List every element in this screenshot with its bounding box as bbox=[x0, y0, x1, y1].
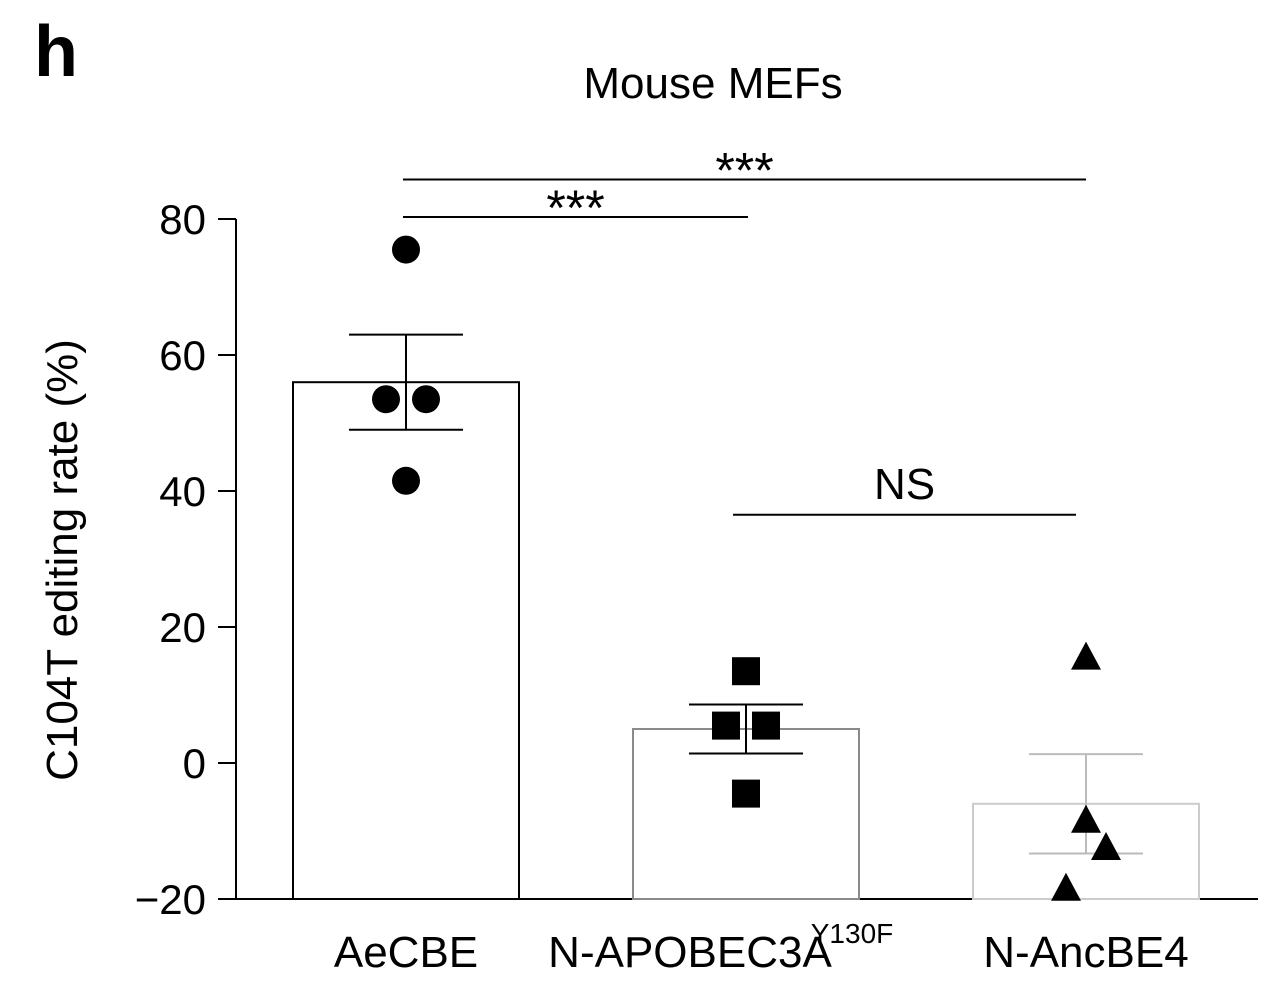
y-axis-label: C104T editing rate (%) bbox=[38, 339, 87, 781]
x-tick-label: N-AncBE4 bbox=[983, 928, 1188, 977]
x-tick-label-superscript: Y130F bbox=[811, 918, 894, 949]
significance-label: *** bbox=[546, 180, 604, 236]
data-point-square bbox=[732, 657, 760, 686]
y-tick-label: −20 bbox=[135, 876, 206, 923]
data-point-square bbox=[752, 711, 780, 740]
y-tick-label: 0 bbox=[183, 740, 206, 787]
data-point-circle bbox=[412, 385, 440, 414]
plot-area: −20 0 20 40 60 80 *** *** NS AeCBE N-APOBEC3AY130F… bbox=[135, 143, 1200, 977]
data-point-triangle bbox=[1091, 832, 1121, 860]
data-point-square bbox=[732, 779, 760, 808]
bar-aecbe bbox=[292, 381, 520, 900]
panel-label: h bbox=[34, 12, 78, 92]
y-tick-label: 40 bbox=[159, 468, 206, 515]
bar-n-apobec3a bbox=[632, 728, 860, 900]
data-point-square bbox=[712, 711, 740, 740]
data-point-triangle bbox=[1071, 804, 1101, 833]
y-tick-label: 80 bbox=[159, 196, 206, 243]
data-point-circle bbox=[392, 235, 420, 264]
significance-label: NS bbox=[874, 460, 935, 509]
y-tick-label: 20 bbox=[159, 604, 206, 651]
significance-label: *** bbox=[715, 143, 773, 199]
data-point-circle bbox=[372, 385, 400, 414]
data-point-triangle bbox=[1071, 641, 1101, 670]
x-tick-label: N-APOBEC3A bbox=[548, 928, 832, 977]
y-tick-label: 60 bbox=[159, 332, 206, 379]
chart-title: Mouse MEFs bbox=[583, 59, 842, 108]
data-point-triangle bbox=[1051, 872, 1081, 901]
data-point-circle bbox=[392, 466, 420, 495]
x-tick-label: AeCBE bbox=[334, 928, 478, 977]
